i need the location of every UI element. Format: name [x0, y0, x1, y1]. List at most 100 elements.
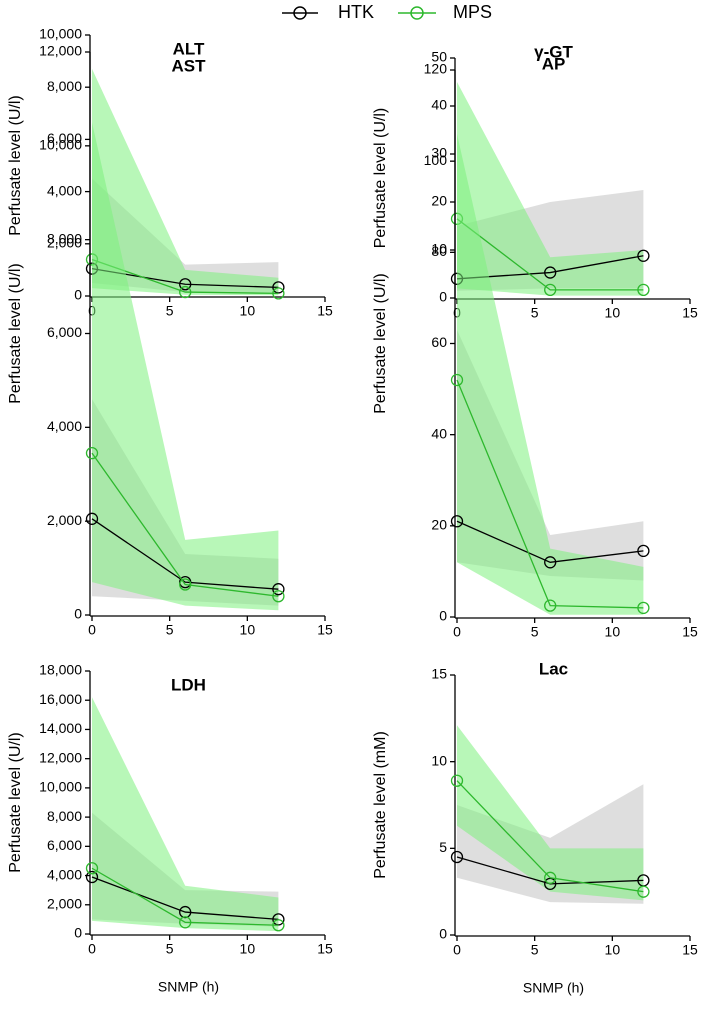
y-tick-label: 8,000: [47, 808, 82, 824]
data-point: [272, 583, 285, 596]
y-tick-label: 10: [431, 241, 447, 257]
y-tick-label: 8,000: [47, 230, 82, 246]
y-tick-label: 6,000: [47, 324, 82, 340]
x-axis-label: SNMP (h): [158, 979, 219, 995]
band: [92, 68, 279, 296]
legend-marker: [293, 6, 307, 20]
x-tick-label: 10: [240, 303, 256, 319]
y-tick-label: 4,000: [47, 418, 82, 434]
y-tick-label: 10,000: [39, 779, 82, 795]
series-line: [91, 518, 279, 590]
x-tick-label: 5: [166, 941, 174, 957]
data-point: [179, 578, 192, 591]
chart-title: γ-GT: [534, 42, 573, 61]
series-line: [91, 867, 279, 926]
data-point: [272, 590, 285, 603]
x-tick-label: 5: [531, 305, 539, 321]
y-tick-label: 40: [431, 97, 447, 113]
y-tick-label: 40: [431, 425, 447, 441]
y-tick-label: 5: [439, 839, 447, 855]
y-tick-label: 12,000: [39, 749, 82, 765]
y-tick-label: 60: [431, 334, 447, 350]
y-tick-label: 0: [439, 289, 447, 305]
data-point: [85, 446, 99, 460]
band: [92, 122, 279, 611]
x-tick-label: 15: [682, 305, 698, 321]
band: [92, 697, 279, 932]
data-point: [450, 515, 464, 528]
x-tick-label: 15: [317, 622, 333, 638]
y-axis-label: Perfusate level (U/l): [372, 108, 389, 249]
y-tick-label: 6,000: [47, 130, 82, 146]
y-tick-label: 100: [424, 152, 448, 168]
x-tick-label: 10: [605, 942, 621, 958]
x-tick-label: 0: [453, 624, 461, 640]
legend-label: HTK: [338, 2, 374, 22]
chart-title: AST: [172, 56, 207, 75]
data-point: [179, 916, 192, 929]
x-tick-label: 15: [682, 942, 698, 958]
y-axis-label: Perfusate level (mM): [372, 731, 389, 879]
data-point: [450, 373, 464, 387]
series-line: [456, 379, 644, 609]
series-line: [456, 218, 644, 291]
y-tick-label: 50: [431, 49, 447, 65]
y-tick-label: 20: [431, 517, 447, 533]
x-tick-label: 5: [531, 942, 539, 958]
x-tick-label: 0: [88, 622, 96, 638]
y-tick-label: 18,000: [39, 662, 82, 678]
data-point: [637, 249, 650, 262]
y-tick-label: 16,000: [39, 691, 82, 707]
y-tick-label: 2,000: [47, 512, 82, 528]
x-axis-label: SNMP (h): [523, 980, 584, 996]
y-tick-label: 0: [74, 606, 82, 622]
data-point: [272, 287, 285, 300]
y-tick-label: 2,000: [47, 235, 82, 251]
y-axis-label: Perfusate level (U/l): [7, 732, 24, 873]
x-tick-label: 5: [531, 624, 539, 640]
data-point: [450, 850, 464, 864]
y-tick-label: 6,000: [47, 837, 82, 853]
x-tick-label: 10: [240, 941, 256, 957]
y-tick-label: 30: [431, 145, 447, 161]
series-line: [456, 780, 644, 893]
chart-title: AP: [542, 54, 566, 73]
data-point: [544, 556, 557, 569]
y-axis-label: Perfusate level (U/l): [372, 273, 389, 414]
chart-title: LDH: [171, 675, 206, 694]
data-point: [85, 512, 99, 525]
chart-title: ALT: [173, 39, 205, 58]
y-tick-label: 20: [431, 193, 447, 209]
series-line: [91, 452, 279, 597]
x-tick-label: 10: [605, 624, 621, 640]
x-tick-label: 5: [166, 622, 174, 638]
data-point: [179, 905, 192, 919]
x-tick-label: 15: [317, 303, 333, 319]
data-point: [179, 285, 192, 299]
legend-label: MPS: [453, 2, 492, 22]
y-tick-label: 2,000: [47, 895, 82, 911]
data-point: [544, 266, 557, 279]
data-point: [179, 278, 192, 291]
band: [457, 82, 644, 296]
y-axis-label: Perfusate level (U/l): [7, 263, 24, 404]
y-tick-label: 12,000: [39, 43, 82, 59]
band: [457, 133, 644, 615]
y-tick-label: 0: [439, 926, 447, 942]
y-tick-label: 120: [424, 61, 448, 77]
y-axis-label: Perfusate level (U/l): [7, 95, 24, 236]
data-point: [637, 544, 650, 558]
data-point: [272, 919, 285, 932]
x-tick-label: 0: [88, 941, 96, 957]
y-tick-label: 0: [74, 287, 82, 303]
y-tick-label: 8,000: [47, 78, 82, 94]
data-point: [637, 885, 650, 898]
data-point: [85, 862, 99, 875]
data-point: [544, 283, 557, 296]
y-tick-label: 0: [439, 608, 447, 624]
y-tick-label: 15: [431, 666, 447, 682]
data-point: [544, 871, 557, 884]
band: [457, 725, 644, 901]
x-tick-label: 15: [682, 624, 698, 640]
